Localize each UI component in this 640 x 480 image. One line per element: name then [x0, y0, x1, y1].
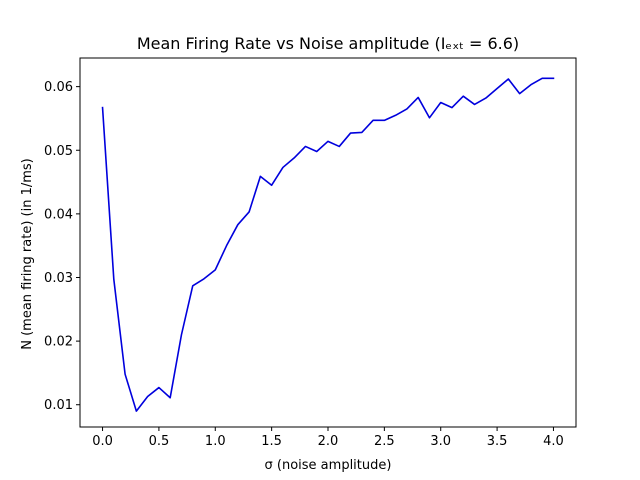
x-tick-label: 3.0: [430, 434, 451, 449]
y-tick-label: 0.03: [44, 271, 73, 286]
x-tick-label: 3.5: [487, 434, 508, 449]
y-tick-label: 0.01: [44, 398, 73, 413]
x-tick-label: 2.5: [374, 434, 395, 449]
y-tick-label: 0.05: [44, 144, 73, 159]
axes-frame: [79, 57, 577, 428]
series-line-0: [101, 77, 555, 412]
x-tick-label: 0.5: [149, 434, 170, 449]
x-tick-label: 0.0: [92, 434, 113, 449]
x-tick-label: 4.0: [543, 434, 564, 449]
y-tick-label: 0.06: [44, 80, 73, 95]
x-axis-label: σ (noise amplitude): [265, 458, 392, 473]
y-axis: 0.01 0.02 0.03 0.04 0.05 0.06: [44, 80, 80, 413]
x-tick-label: 2.0: [318, 434, 339, 449]
x-tick-label: 1.0: [205, 434, 226, 449]
y-tick-label: 0.02: [44, 335, 73, 350]
y-axis-label: N (mean firing rate) (in 1/ms): [20, 158, 35, 350]
y-tick-label: 0.04: [44, 207, 73, 222]
plot-area: [79, 57, 577, 428]
x-axis: 0.0 0.5 1.0 1.5 2.0 2.5 3.0 3.5 4.0: [92, 427, 564, 449]
x-tick-label: 1.5: [261, 434, 282, 449]
chart-title: Mean Firing Rate vs Noise amplitude (Iₑₓ…: [137, 34, 519, 53]
